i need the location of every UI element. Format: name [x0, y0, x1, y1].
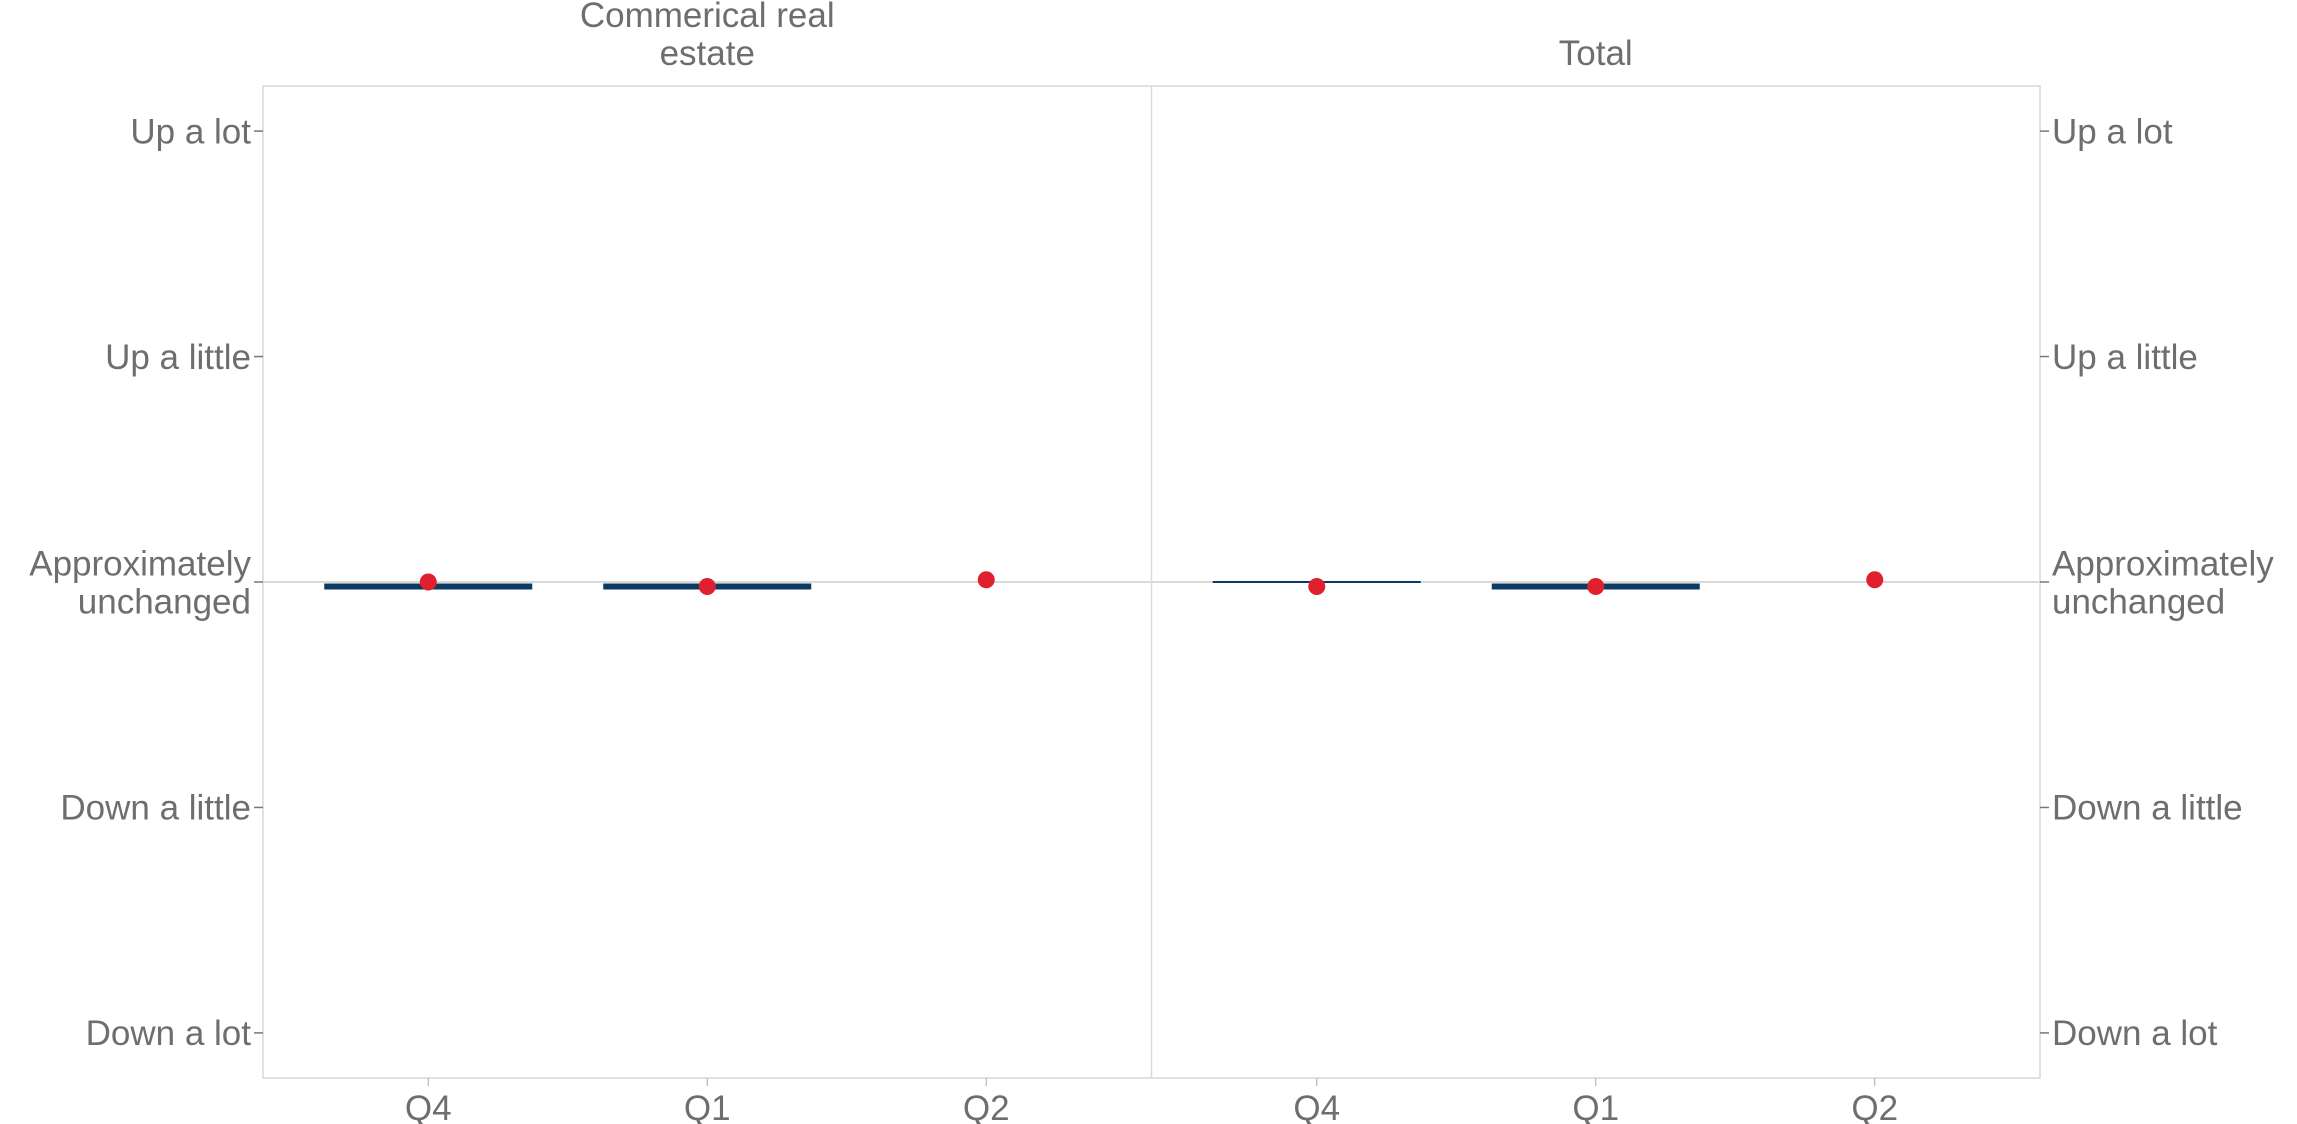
y-tick-label-left-line: unchanged [78, 582, 251, 621]
labels-layer: Up a lot Up a lot Up a little Up a little Ap… [29, 0, 2274, 1124]
y-tick-label-right-line: Down a little [2052, 789, 2243, 828]
y-tick-label-right: Down a little [2052, 789, 2243, 828]
y-tick-label-right: Up a little [2052, 338, 2198, 377]
y-tick-label-right-line: Up a lot [2052, 112, 2173, 151]
point-mark [977, 571, 995, 589]
y-tick-label-left: Up a little [105, 338, 251, 377]
point-mark [1308, 578, 1326, 596]
x-tick-label: Q4 [405, 1089, 452, 1124]
y-tick-label-right-line: Approximately [2052, 544, 2274, 583]
point-mark [698, 578, 716, 596]
y-tick-label-left: Down a lot [86, 1014, 252, 1053]
y-tick-label-left-line: Up a lot [130, 112, 251, 151]
y-tick-label-left: Up a lot [130, 112, 251, 151]
plot-frame-layer [254, 85, 2049, 1086]
panel-title-line: estate [660, 34, 755, 73]
y-tick-label-left: Approximately unchanged [29, 544, 251, 621]
point-mark [1866, 571, 1884, 589]
x-tick-label: Q1 [684, 1089, 731, 1124]
x-tick-label: Q4 [1293, 1089, 1340, 1124]
y-tick-label-left-line: Down a lot [86, 1014, 252, 1053]
y-tick-label-left-line: Down a little [60, 789, 251, 828]
y-tick-label-right-line: Up a little [2052, 338, 2198, 377]
panel-title-line: Total [1559, 34, 1633, 73]
y-tick-label-left-line: Up a little [105, 338, 251, 377]
marks-layer [324, 571, 1884, 596]
point-mark [1587, 578, 1605, 596]
x-tick-label: Q2 [963, 1089, 1010, 1124]
y-tick-label-right: Approximately unchanged [2052, 544, 2274, 621]
panel-title-line: Commerical real [580, 0, 835, 35]
x-tick-label: Q1 [1572, 1089, 1619, 1124]
y-tick-label-right-line: unchanged [2052, 582, 2225, 621]
panel-title: Total [1559, 34, 1633, 73]
y-tick-label-right: Down a lot [2052, 1014, 2218, 1053]
y-tick-label-right-line: Down a lot [2052, 1014, 2218, 1053]
y-tick-label-left-line: Approximately [29, 544, 251, 583]
panel-title: Commerical real estate [580, 0, 835, 73]
y-tick-label-right: Up a lot [2052, 112, 2173, 151]
x-tick-label: Q2 [1851, 1089, 1898, 1124]
y-tick-label-left: Down a little [60, 789, 251, 828]
point-mark [419, 573, 437, 591]
